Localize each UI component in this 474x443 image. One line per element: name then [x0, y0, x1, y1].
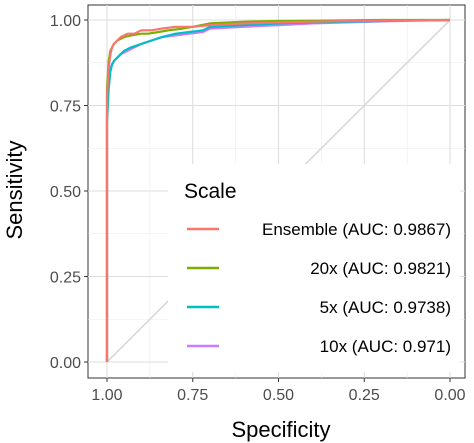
x-axis-title: Specificity: [231, 417, 330, 442]
x-tick-label: 0.25: [349, 387, 380, 404]
legend-title: Scale: [184, 180, 237, 203]
y-tick-label: 0.00: [50, 355, 81, 372]
y-tick-label: 0.50: [50, 184, 81, 201]
roc-curve-ensemble: [105, 18, 451, 362]
x-tick-label: 0.50: [263, 387, 294, 404]
legend-label: Ensemble (AUC: 0.9867): [262, 220, 451, 239]
legend-label: 10x (AUC: 0.971): [320, 337, 451, 356]
roc-curves: [105, 18, 451, 362]
x-tick-label: 0.00: [434, 387, 465, 404]
legend: Scale Ensemble (AUC: 0.9867) 20x (AUC: 0.…: [168, 164, 460, 372]
x-axis-ticks: 1.00 0.75 0.50 0.25 0.00: [91, 378, 466, 404]
x-tick-label: 1.00: [91, 387, 122, 404]
y-axis-title: Sensitivity: [2, 140, 27, 239]
y-axis-ticks: 0.00 0.25 0.50 0.75 1.00: [50, 13, 88, 372]
legend-label: 5x (AUC: 0.9738): [320, 298, 451, 317]
y-tick-label: 1.00: [50, 13, 81, 30]
y-tick-label: 0.75: [50, 99, 81, 116]
x-tick-label: 0.75: [177, 387, 208, 404]
y-tick-label: 0.25: [50, 270, 81, 287]
legend-label: 20x (AUC: 0.9821): [310, 259, 451, 278]
